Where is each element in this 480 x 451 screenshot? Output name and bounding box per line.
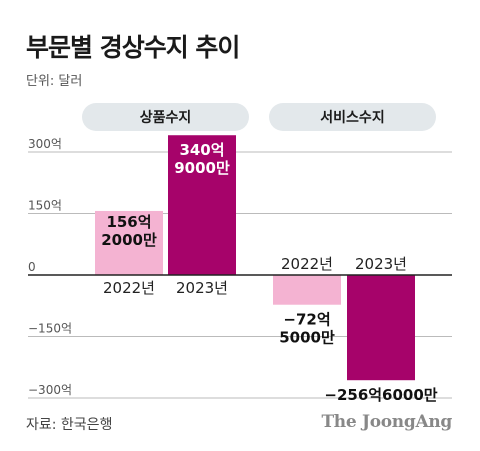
data-label: 2000만 xyxy=(101,231,157,249)
category-label: 서비스수지 xyxy=(320,110,384,126)
bar xyxy=(95,210,163,275)
year-label: 2023년 xyxy=(176,279,228,297)
data-label: 9000만 xyxy=(174,159,230,177)
data-label: −256억6000만 xyxy=(324,386,437,404)
bar xyxy=(168,135,236,275)
bar xyxy=(347,275,415,381)
y-tick-label: 300억 xyxy=(28,137,62,151)
unit-label: 단위: 달러 xyxy=(26,74,83,89)
year-label: 2022년 xyxy=(103,279,155,297)
data-label: 156억 xyxy=(106,213,151,231)
y-tick-label: 150억 xyxy=(28,199,62,213)
chart-title: 부문별 경상수지 추이 xyxy=(26,33,240,62)
source-label: 자료: 한국은행 xyxy=(26,417,113,433)
category-pill xyxy=(269,103,436,131)
y-tick-label: −300억 xyxy=(28,383,72,397)
y-tick-label: 0 xyxy=(28,260,36,274)
year-label: 2022년 xyxy=(281,255,333,273)
category-label: 상품수지 xyxy=(140,110,192,126)
data-label: −72억 xyxy=(283,311,330,329)
data-label: 5000만 xyxy=(279,329,335,347)
brand-logo: The JoongAng xyxy=(321,412,452,432)
year-label: 2023년 xyxy=(355,255,407,273)
category-pill xyxy=(82,103,249,131)
bar xyxy=(273,275,341,305)
y-tick-label: −150억 xyxy=(28,322,72,336)
data-label: 340억 xyxy=(179,141,224,159)
